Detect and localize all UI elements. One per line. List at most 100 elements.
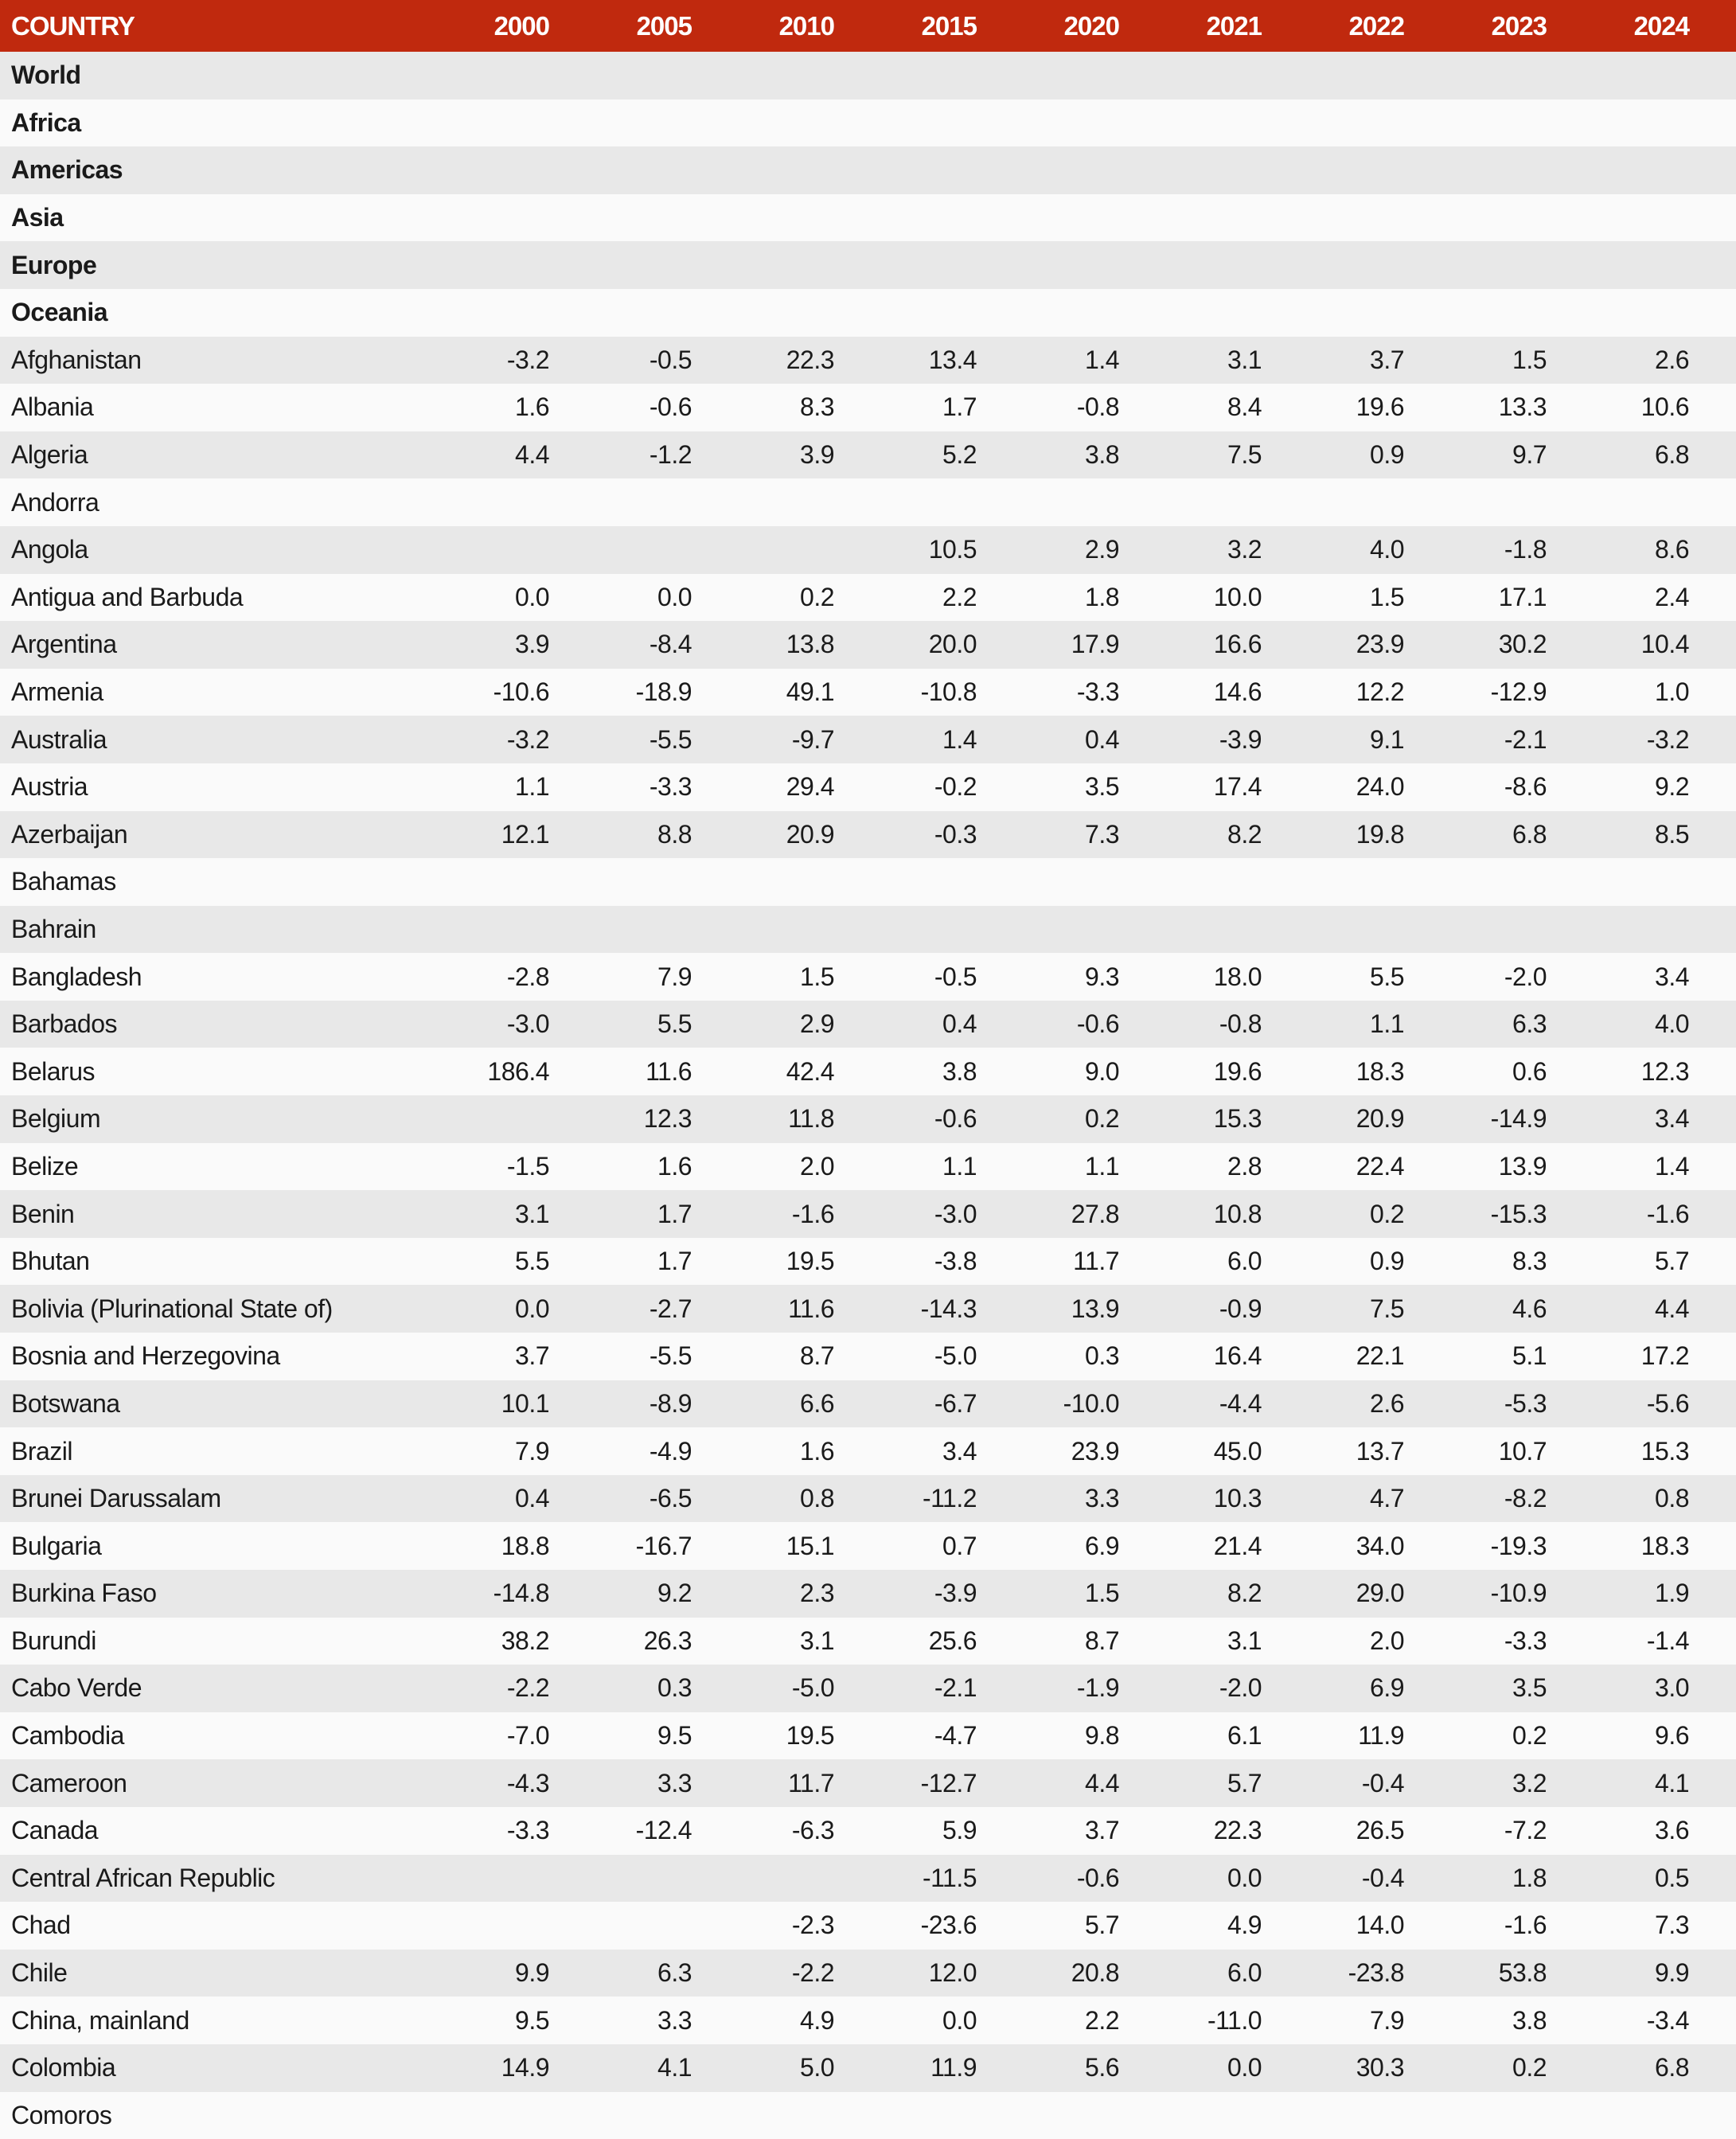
value-cell-2021 (1119, 906, 1262, 954)
value-cell-2005: 9.2 (657, 1579, 692, 1608)
value-cell-2021 (1119, 289, 1262, 337)
table-row: Cameroon -4.3 3.3 11.7 -12.7 4.4 5.7 -0.4 3.2 4.1 (0, 1759, 1736, 1807)
value-cell-2020: 5.6 (1085, 2053, 1119, 2082)
column-header-2024[interactable]: 2024 (1633, 10, 1690, 41)
country-name: Chad (11, 1911, 71, 1940)
value-cell-2023: -1.6 (1504, 1911, 1547, 1940)
column-header-2021[interactable]: 2021 (1206, 10, 1262, 41)
value-cell-2000 (407, 478, 549, 526)
value-cell-2010: 0.8 (800, 1484, 834, 1513)
value-cell-2015: 20.0 (928, 630, 977, 659)
value-cell-2024: 6.8 (1655, 2053, 1689, 2082)
row-spacer (1689, 384, 1736, 431)
column-header-2022[interactable]: 2022 (1348, 10, 1405, 41)
value-cell-2021: 6.0 (1227, 1958, 1262, 1988)
row-spacer (1689, 1855, 1736, 1903)
table-row: Angola 10.5 2.9 3.2 4.0 -1.8 8.6 (0, 525, 1736, 574)
value-cell-2022: 22.4 (1356, 1151, 1405, 1181)
value-cell-2021: 14.6 (1213, 677, 1262, 707)
value-cell-2023: -5.3 (1504, 1388, 1547, 1418)
value-cell-2015: 0.0 (942, 2005, 977, 2035)
value-cell-2022 (1262, 194, 1404, 242)
value-cell-2020: 1.4 (1085, 345, 1119, 374)
value-cell-2020: 8.7 (1085, 1626, 1119, 1655)
value-cell-2000 (407, 241, 549, 289)
table-header: COUNTRY 2000 2005 2010 2015 2020 2021 20… (0, 0, 1736, 52)
value-cell-2022: 23.9 (1356, 630, 1405, 659)
row-spacer (1689, 1001, 1736, 1048)
column-header-2010[interactable]: 2010 (778, 10, 835, 41)
value-cell-2000: -3.2 (506, 345, 550, 374)
row-spacer (1689, 716, 1736, 763)
region-row: World (0, 52, 1736, 100)
value-cell-2010: 29.4 (786, 772, 835, 802)
table-row: Bahamas (0, 858, 1736, 906)
value-cell-2015: -3.9 (934, 1579, 977, 1608)
column-header-2000[interactable]: 2000 (493, 10, 550, 41)
value-cell-2005: 1.6 (657, 1151, 692, 1181)
value-cell-2010: 15.1 (786, 1531, 835, 1560)
value-cell-2024: 3.4 (1655, 962, 1689, 991)
value-cell-2020 (977, 2092, 1119, 2139)
column-header-2020[interactable]: 2020 (1063, 10, 1120, 41)
row-spacer (1689, 1285, 1736, 1333)
value-cell-2020: -0.6 (1076, 1009, 1120, 1039)
value-cell-2005 (549, 478, 692, 526)
value-cell-2021: 7.5 (1227, 440, 1262, 470)
value-cell-2023 (1404, 52, 1547, 100)
value-cell-2021: 21.4 (1213, 1531, 1262, 1560)
value-cell-2015: 25.6 (928, 1626, 977, 1655)
column-header-2023[interactable]: 2023 (1491, 10, 1547, 41)
value-cell-2024: 2.6 (1655, 345, 1689, 374)
value-cell-2005: 11.6 (646, 1056, 692, 1086)
row-spacer (1689, 858, 1736, 906)
value-cell-2022: 9.1 (1370, 724, 1404, 754)
value-cell-2015: 1.7 (942, 392, 977, 422)
value-cell-2021: -11.0 (1207, 2005, 1262, 2035)
row-spacer (1689, 1997, 1736, 2044)
table-row: Belize -1.5 1.6 2.0 1.1 1.1 2.8 22.4 13.9 1.4 (0, 1142, 1736, 1191)
country-name: Bhutan (11, 1247, 90, 1276)
value-cell-2000 (407, 526, 549, 574)
column-header-country[interactable]: COUNTRY (11, 10, 135, 41)
value-cell-2000 (407, 1902, 549, 1950)
value-cell-2021: 45.0 (1213, 1436, 1262, 1466)
value-cell-2010: 8.3 (800, 392, 834, 422)
value-cell-2023: -19.3 (1490, 1531, 1547, 1560)
value-cell-2022: 1.5 (1370, 582, 1404, 611)
value-cell-2000: 1.6 (515, 392, 549, 422)
value-cell-2005 (549, 52, 692, 100)
value-cell-2021: 4.9 (1227, 1911, 1262, 1940)
value-cell-2015 (834, 858, 977, 906)
value-cell-2023: 17.1 (1498, 582, 1547, 611)
value-cell-2022: 18.3 (1356, 1056, 1405, 1086)
table-row: Austria 1.1 -3.3 29.4 -0.2 3.5 17.4 24.0 -8.6 9.2 (0, 763, 1736, 811)
value-cell-2000: 0.0 (515, 582, 549, 611)
value-cell-2020 (977, 858, 1119, 906)
value-cell-2000: -2.2 (506, 1673, 550, 1703)
country-name: Brazil (11, 1436, 73, 1466)
row-spacer (1689, 621, 1736, 669)
value-cell-2005: 7.9 (657, 962, 692, 991)
value-cell-2022: 7.9 (1370, 2005, 1404, 2035)
value-cell-2005: -0.5 (649, 345, 692, 374)
value-cell-2023: 53.8 (1498, 1958, 1547, 1988)
value-cell-2022: 1.1 (1370, 1009, 1404, 1039)
table-row: Burkina Faso -14.8 9.2 2.3 -3.9 1.5 8.2 29.0 -10… (0, 1570, 1736, 1618)
value-cell-2000: 4.4 (515, 440, 549, 470)
column-header-2015[interactable]: 2015 (921, 10, 977, 41)
row-spacer (1689, 1190, 1736, 1238)
value-cell-2022 (1262, 858, 1404, 906)
value-cell-2005: -8.4 (649, 630, 692, 659)
value-cell-2024: -5.6 (1646, 1388, 1690, 1418)
country-name: Colombia (11, 2053, 116, 2082)
value-cell-2024: 17.2 (1640, 1341, 1690, 1371)
value-cell-2010: -5.0 (791, 1673, 835, 1703)
value-cell-2022 (1262, 241, 1404, 289)
value-cell-2021: 5.7 (1227, 1768, 1262, 1797)
value-cell-2020: -10.0 (1063, 1388, 1120, 1418)
value-cell-2015: 5.2 (942, 440, 977, 470)
country-name: Cameroon (11, 1768, 127, 1797)
column-header-2005[interactable]: 2005 (636, 10, 692, 41)
country-name: Australia (11, 724, 107, 754)
